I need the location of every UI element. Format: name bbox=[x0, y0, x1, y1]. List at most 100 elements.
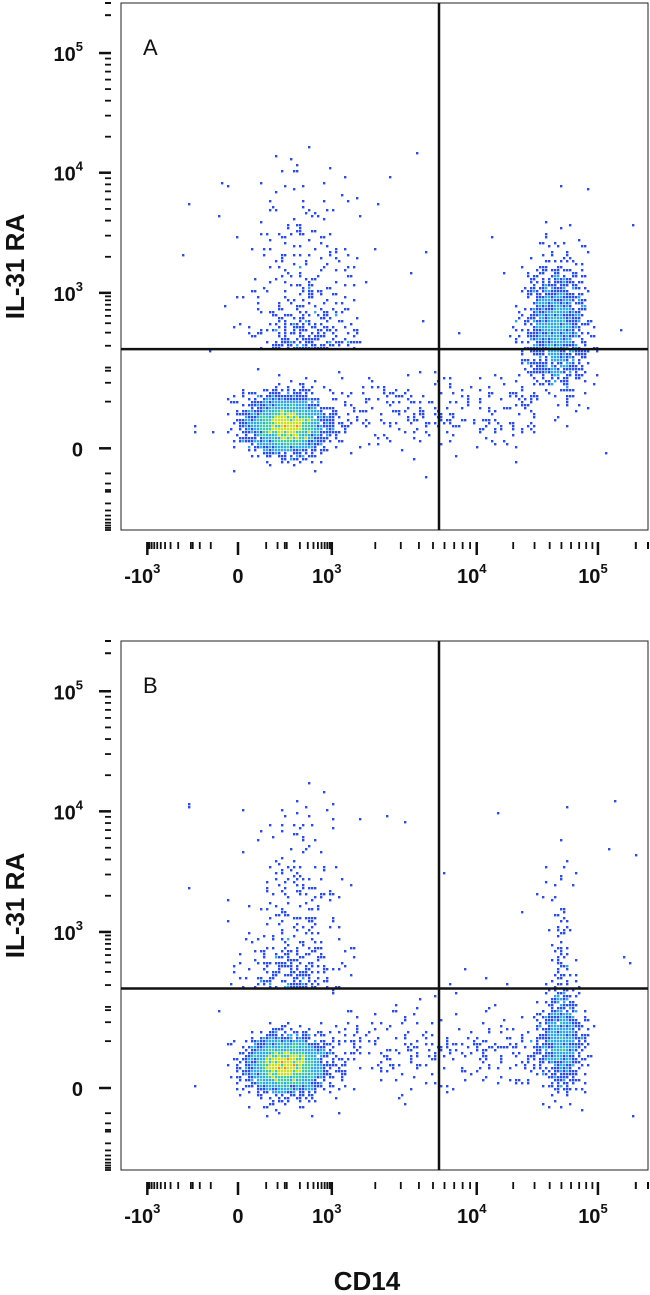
event-dot bbox=[278, 1073, 281, 1076]
event-dot bbox=[296, 449, 299, 452]
event-dot bbox=[299, 233, 302, 236]
event-dot bbox=[305, 1097, 308, 1100]
event-dot bbox=[245, 1070, 248, 1073]
event-dot bbox=[335, 1064, 338, 1067]
event-dot bbox=[224, 305, 227, 308]
event-dot bbox=[323, 386, 326, 389]
event-dot bbox=[239, 422, 242, 425]
event-dot bbox=[350, 1052, 353, 1055]
event-dot bbox=[359, 341, 362, 344]
event-dot bbox=[260, 1082, 263, 1085]
event-dot bbox=[530, 287, 533, 290]
event-dot bbox=[320, 323, 323, 326]
event-dot bbox=[572, 368, 575, 371]
event-dot bbox=[395, 422, 398, 425]
event-dot bbox=[257, 1049, 260, 1052]
event-dot bbox=[281, 254, 284, 257]
event-dot bbox=[275, 974, 278, 977]
event-dot bbox=[374, 434, 377, 437]
event-dot bbox=[263, 437, 266, 440]
event-dot bbox=[569, 1046, 572, 1049]
event-dot bbox=[479, 389, 482, 392]
event-dot bbox=[551, 371, 554, 374]
event-dot bbox=[284, 1058, 287, 1061]
event-dot bbox=[320, 443, 323, 446]
event-dot bbox=[281, 413, 284, 416]
event-dot bbox=[293, 1082, 296, 1085]
event-dot bbox=[551, 335, 554, 338]
event-dot bbox=[554, 1076, 557, 1079]
event-dot bbox=[329, 440, 332, 443]
event-dot bbox=[281, 461, 284, 464]
event-dot bbox=[263, 248, 266, 251]
event-dot bbox=[425, 425, 428, 428]
event-dot bbox=[374, 1028, 377, 1031]
event-dot bbox=[272, 1088, 275, 1091]
event-dot bbox=[266, 446, 269, 449]
event-dot bbox=[575, 320, 578, 323]
event-dot bbox=[440, 1085, 443, 1088]
event-dot bbox=[281, 1094, 284, 1097]
event-dot bbox=[551, 383, 554, 386]
event-dot bbox=[314, 1043, 317, 1046]
event-dot bbox=[290, 431, 293, 434]
event-dot bbox=[560, 839, 563, 842]
x-axis: -103 0 103 104 105 bbox=[124, 542, 649, 588]
event-dot bbox=[356, 317, 359, 320]
event-dot bbox=[281, 1025, 284, 1028]
event-dot bbox=[569, 341, 572, 344]
event-dot bbox=[353, 1058, 356, 1061]
event-dot bbox=[299, 434, 302, 437]
event-dot bbox=[557, 293, 560, 296]
event-dot bbox=[296, 965, 299, 968]
event-dot bbox=[527, 317, 530, 320]
event-dot bbox=[554, 374, 557, 377]
event-dot bbox=[548, 989, 551, 992]
event-dot bbox=[263, 953, 266, 956]
event-dot bbox=[281, 455, 284, 458]
event-dot bbox=[281, 446, 284, 449]
event-dot bbox=[260, 425, 263, 428]
event-dot bbox=[260, 1040, 263, 1043]
event-dot bbox=[551, 293, 554, 296]
event-dot bbox=[251, 422, 254, 425]
event-dot bbox=[575, 980, 578, 983]
event-dot bbox=[542, 311, 545, 314]
event-dot bbox=[554, 311, 557, 314]
event-dot bbox=[569, 1025, 572, 1028]
event-dot bbox=[506, 443, 509, 446]
event-dot bbox=[314, 1067, 317, 1070]
event-dot bbox=[305, 1052, 308, 1055]
event-dot bbox=[302, 443, 305, 446]
event-dot bbox=[446, 1091, 449, 1094]
event-dot bbox=[533, 344, 536, 347]
event-dot bbox=[494, 428, 497, 431]
event-dot bbox=[296, 953, 299, 956]
y-tick-label: 103 bbox=[54, 279, 83, 306]
event-dot bbox=[269, 449, 272, 452]
event-dot bbox=[428, 422, 431, 425]
event-dot bbox=[581, 263, 584, 266]
event-dot bbox=[365, 401, 368, 404]
event-dot bbox=[320, 413, 323, 416]
event-dot bbox=[269, 446, 272, 449]
event-dot bbox=[251, 401, 254, 404]
event-dot bbox=[566, 1016, 569, 1019]
event-dot bbox=[542, 1016, 545, 1019]
event-dot bbox=[299, 452, 302, 455]
event-dot bbox=[386, 1058, 389, 1061]
event-dot bbox=[539, 314, 542, 317]
event-dot bbox=[308, 407, 311, 410]
event-dot bbox=[278, 1064, 281, 1067]
event-dot bbox=[506, 983, 509, 986]
event-dot bbox=[425, 1031, 428, 1034]
event-dot bbox=[323, 1070, 326, 1073]
event-dot bbox=[308, 284, 311, 287]
event-dot bbox=[263, 1061, 266, 1064]
event-dot bbox=[314, 941, 317, 944]
event-dot bbox=[284, 323, 287, 326]
event-dot bbox=[494, 419, 497, 422]
event-dot bbox=[485, 1049, 488, 1052]
event-dot bbox=[296, 305, 299, 308]
event-dot bbox=[536, 1049, 539, 1052]
